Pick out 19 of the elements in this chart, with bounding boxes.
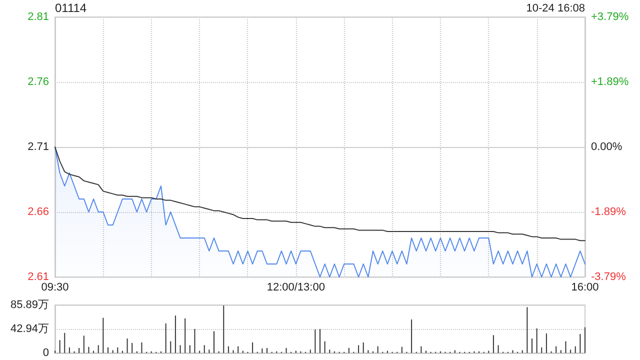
y-tick-label: 42.94万 — [10, 323, 49, 336]
y2-tick-label: -3.79% — [591, 271, 626, 283]
line-series — [54, 146, 586, 242]
chart-title: 01114 — [55, 1, 87, 15]
x-tick-label: 09:30 — [41, 282, 69, 294]
y-tick-label: 0 — [42, 347, 49, 359]
y-tick-label: 2.76 — [28, 76, 49, 88]
y-tick-label: 85.89万 — [10, 299, 49, 311]
y2-tick-label: -1.89% — [591, 206, 626, 218]
y-tick-label: 2.61 — [28, 271, 49, 283]
y-tick-label: 2.71 — [28, 141, 49, 153]
x-tick-label: 12:00/13:00 — [266, 282, 325, 294]
y2-tick-label: +3.79% — [591, 11, 629, 23]
y2-tick-label: +1.89% — [591, 76, 629, 88]
x-tick-label: 16:00 — [571, 282, 599, 294]
y-tick-label: 2.81 — [28, 11, 49, 23]
text: 10-24 16:08 — [526, 2, 585, 14]
y2-tick-label: 0.00% — [591, 141, 622, 153]
y-tick-label: 2.66 — [28, 206, 49, 218]
